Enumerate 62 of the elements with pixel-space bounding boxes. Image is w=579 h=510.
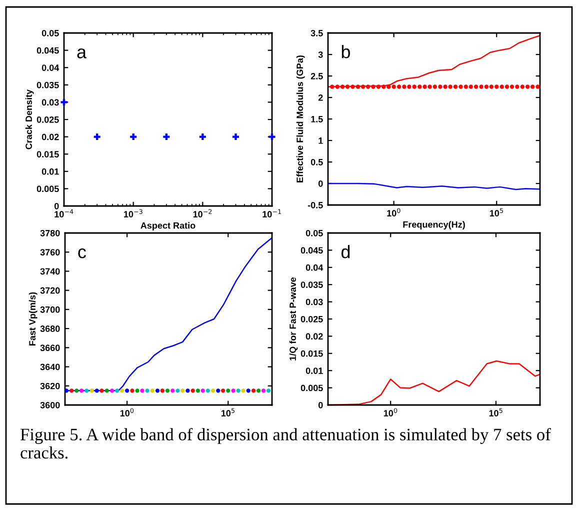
x-tick-label: 10$^{5}$	[489, 408, 502, 416]
y-tick-label: 3700	[40, 306, 60, 313]
y-tick-label: 0.005	[300, 384, 323, 392]
y-tick-label: 3	[318, 51, 323, 58]
y-tick-label: 0.045	[36, 47, 59, 54]
y-tick-label: 3740	[40, 268, 60, 275]
y-tick-label: 3.5	[310, 30, 323, 36]
x-tick-label: 10$^{5}$	[221, 408, 235, 416]
y-tick-label: 0.04	[306, 264, 324, 271]
caption: Figure 5. A wide band of dispersion and attenuation is simulated by 7 sets of cracks.	[20, 428, 551, 459]
y-tick-label: 0.015	[36, 151, 59, 158]
x-axis-title: Frequency(Hz)	[403, 221, 465, 230]
annotation: b	[342, 45, 350, 58]
x-tick-label: 10$^{5}$	[490, 208, 503, 216]
y-tick-label: 0.045	[300, 247, 323, 254]
y-axis-title: Fast Vp(m/s)	[28, 292, 38, 346]
y-axis-title: Effective Fluid Modulus (GPa)	[296, 55, 305, 182]
y-tick-label: 1.5	[311, 116, 323, 122]
y-tick-label: 1	[318, 138, 323, 144]
y-tick-label: 0.5	[310, 158, 323, 166]
annotation: c	[78, 248, 86, 258]
x-tick-label: 10$^{−2}$	[193, 209, 212, 218]
y-tick-label: 3600	[40, 402, 60, 408]
y-tick-label: 0.035	[300, 282, 323, 288]
y-tick-label: 3780	[40, 230, 60, 236]
y-tick-label: 3760	[40, 249, 60, 256]
y-tick-label: 0	[318, 180, 323, 187]
y-tick-label: -0.5	[308, 202, 323, 208]
y-tick-label: 0.05	[42, 30, 59, 36]
x-axis-title: Aspect Ratio	[140, 222, 196, 230]
y-tick-label: 0.035	[36, 82, 59, 88]
x-tick-label: 10$^{−3}$	[124, 209, 142, 218]
y-tick-label: 0.01	[42, 168, 59, 175]
y-tick-label: 0.025	[300, 316, 323, 322]
y-tick-label: 0.02	[42, 134, 59, 140]
y-tick-label: 0.03	[42, 99, 59, 106]
y-tick-label: 3620	[40, 382, 60, 390]
x-tick-label: 10$^{0}$	[120, 408, 134, 416]
y-tick-label: 3660	[40, 344, 60, 352]
y-tick-label: 2	[318, 94, 323, 101]
y-tick-label: 0.005	[36, 186, 59, 192]
x-tick-label: 10$^{−1}$	[262, 209, 281, 218]
y-tick-label: 0	[54, 202, 59, 210]
x-tick-label: 10$^{0}$	[387, 208, 400, 216]
y-tick-label: 0.01	[306, 368, 323, 374]
y-tick-label: 0.025	[36, 116, 59, 123]
annotation: d	[341, 245, 350, 258]
y-tick-label: 2.5	[310, 72, 323, 80]
y-tick-label: 0.03	[306, 298, 323, 306]
y-axis-title: Crack Density	[25, 89, 34, 150]
y-tick-label: 0.015	[300, 350, 323, 357]
x-tick-label: 10$^{−4}$	[54, 209, 74, 218]
x-tick-label: 10$^{0}$	[384, 408, 398, 416]
y-tick-label: 0	[318, 402, 323, 408]
y-tick-label: 0.05	[306, 230, 323, 236]
y-tick-label: 3720	[40, 287, 60, 294]
y-axis-title: 1/Q for Fast P-wave	[289, 277, 298, 360]
y-tick-label: 3680	[40, 326, 60, 332]
y-tick-label: 3640	[40, 364, 60, 370]
y-tick-label: 0.02	[306, 333, 323, 340]
annotation: a	[77, 48, 87, 58]
y-tick-label: 0.04	[42, 64, 60, 71]
